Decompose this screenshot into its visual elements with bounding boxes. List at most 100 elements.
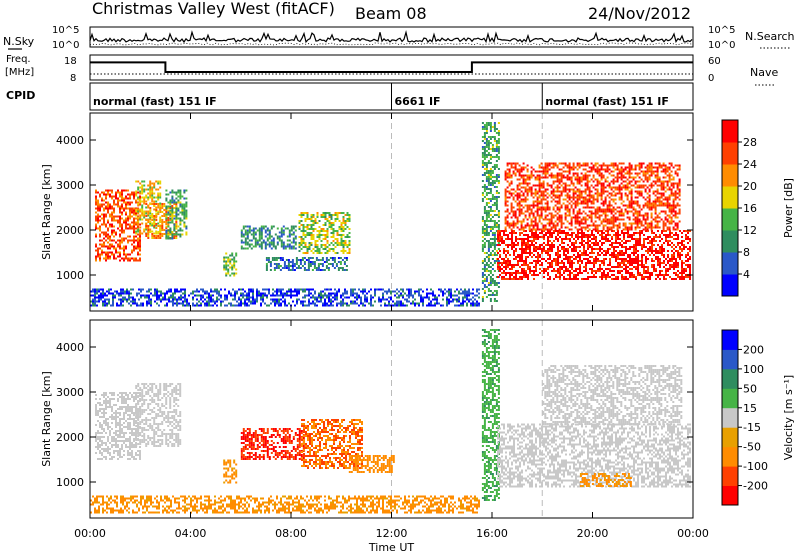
colorbar-tick-label: 12 <box>743 224 757 237</box>
freq-unit-label: [MHz] <box>5 67 34 78</box>
colorbar-swatch <box>722 252 738 275</box>
nsky-line <box>89 30 693 44</box>
scatter-region <box>223 252 238 277</box>
y-tick-label: 1000 <box>56 269 84 282</box>
colorbar-label: Velocity [m s⁻¹] <box>782 375 795 460</box>
colorbar-tick-label: 24 <box>743 158 757 171</box>
colorbar-swatch <box>722 208 738 231</box>
x-tick-label: 00:00 <box>677 527 709 540</box>
colorbar-swatch <box>722 142 738 165</box>
nsky-frame <box>89 26 694 48</box>
colorbar-label: Power [dB] <box>782 178 795 238</box>
y-tick-label: 2000 <box>56 224 84 237</box>
scatter-region <box>579 473 632 487</box>
x-tick-label: 20:00 <box>577 527 609 540</box>
colorbar-swatch <box>722 164 738 187</box>
y-tick-label: 3000 <box>56 179 84 192</box>
nsearch-line <box>89 42 694 46</box>
colorbar-tick-label: 4 <box>743 268 750 281</box>
colorbar-swatch <box>722 407 738 428</box>
scatter-region <box>223 459 238 484</box>
colorbar-tick-label: -50 <box>743 441 761 454</box>
x-tick-label: 12:00 <box>376 527 408 540</box>
cpid-segment-label: normal (fast) 151 IF <box>93 95 217 108</box>
y-axis-label: Slant Range [km] <box>40 371 53 467</box>
colorbar-swatch <box>722 485 738 506</box>
freq-label: Freq. <box>6 54 31 65</box>
power-colorbar: 28 24 20 16 12 8 4 Power [dB] <box>721 119 795 297</box>
scatter-region <box>265 257 348 271</box>
x-axis-label: Time UT <box>368 541 414 554</box>
scatter-region <box>95 189 141 262</box>
colorbar-tick-label: -100 <box>743 460 768 473</box>
colorbar-tick-label: 8 <box>743 246 750 259</box>
scatter-region <box>301 419 363 469</box>
nsky-trace <box>89 30 694 46</box>
freq-frame <box>89 54 694 81</box>
cpid-segment-label: normal (fast) 151 IF <box>545 95 669 108</box>
beam-label: Beam 08 <box>355 4 427 23</box>
freq-tick-bottom: 8 <box>70 73 76 84</box>
cpid-segment-label: 6661 IF <box>395 95 441 108</box>
colorbar-tick-label: 50 <box>743 382 757 395</box>
nave-tick-bottom: 0 <box>708 73 714 84</box>
scatter-region <box>497 230 691 280</box>
x-tick-label: 16:00 <box>476 527 508 540</box>
colorbar-swatch <box>722 388 738 409</box>
nsky-label: N.Sky <box>3 35 35 48</box>
scatter-region <box>542 365 683 425</box>
velocity-panel: 1000 2000 3000 4000 Slant Range [km] <box>40 319 694 519</box>
cpid-label: CPID <box>6 89 35 102</box>
y-axis-label: Slant Range [km] <box>40 164 53 260</box>
colorbar-tick-label: 100 <box>743 363 764 376</box>
colorbar-tick-label: 16 <box>743 202 757 215</box>
scatter-region <box>298 212 351 254</box>
colorbar-tick-label: 15 <box>743 402 757 415</box>
nsky-tick-bottom: 10^0 <box>52 40 79 51</box>
y-tick-label: 2000 <box>56 431 84 444</box>
colorbar-tick-label: 28 <box>743 136 757 149</box>
scatter-region <box>348 455 395 473</box>
scatter-region <box>90 495 480 514</box>
nsky-tick-right-top: 10^5 <box>708 25 735 36</box>
scatter-region <box>481 122 500 302</box>
velocity-colorbar: 200 100 50 15 -15 -50 -100 -200 Velocity [m s⁻¹] <box>721 329 795 506</box>
colorbar-swatch <box>722 120 738 143</box>
nsky-tick-top: 10^5 <box>52 25 79 36</box>
power-panel: 1000 2000 3000 4000 Slant Range [km] <box>40 112 694 312</box>
scatter-region <box>165 189 188 240</box>
colorbar-swatch <box>722 186 738 209</box>
plot-title: Christmas Valley West (fitACF) <box>92 0 335 18</box>
x-tick-label: 00:00 <box>74 527 106 540</box>
scatter-region <box>504 162 681 231</box>
colorbar-swatch <box>722 368 738 389</box>
x-tick-label: 08:00 <box>275 527 307 540</box>
y-tick-label: 4000 <box>56 134 84 147</box>
colorbar-frame <box>721 329 739 506</box>
colorbar-tick-label: 20 <box>743 180 757 193</box>
y-tick-label: 4000 <box>56 341 84 354</box>
freq-tick-top: 18 <box>64 56 77 67</box>
x-tick-label: 04:00 <box>175 527 207 540</box>
colorbar-swatch <box>722 330 738 350</box>
nave-tick-top: 60 <box>708 56 721 67</box>
colorbar-tick-label: -200 <box>743 480 768 493</box>
colorbar-swatch <box>722 427 738 448</box>
date-label: 24/Nov/2012 <box>588 4 691 23</box>
colorbar-tick-label: 200 <box>743 343 764 356</box>
colorbar-swatch <box>722 230 738 253</box>
freq-trace <box>90 61 693 73</box>
colorbar-tick-label: -15 <box>743 421 761 434</box>
nsky-tick-right-bottom: 10^0 <box>708 40 735 51</box>
scatter-region <box>95 392 141 460</box>
scatter-region <box>135 383 182 447</box>
colorbar-swatch <box>722 274 738 297</box>
y-tick-label: 3000 <box>56 386 84 399</box>
cpid-bar: normal (fast) 151 IF 6661 IF normal (fast)… <box>89 82 694 111</box>
colorbar-swatch <box>722 446 738 467</box>
time-axis: 00:00 04:00 08:00 12:00 16:00 20:00 00:00 Time … <box>74 527 709 554</box>
scatter-region <box>90 288 480 307</box>
y-tick-label: 1000 <box>56 476 84 489</box>
colorbar-swatch <box>722 466 738 486</box>
